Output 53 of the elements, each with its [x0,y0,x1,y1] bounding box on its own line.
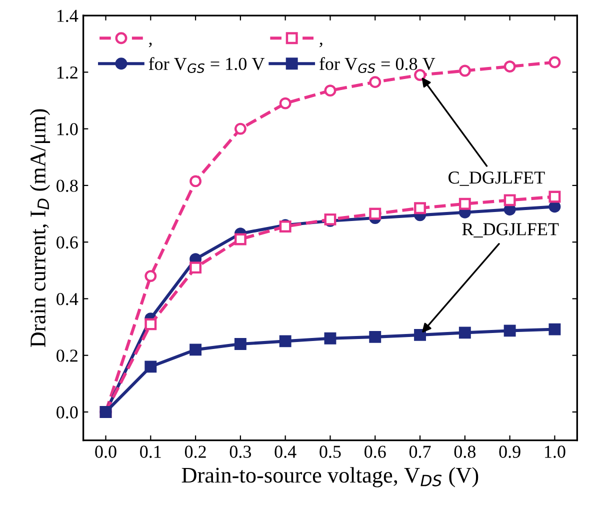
x-tick-label: 0.5 [320,446,341,458]
y-tick-label: 0.4 [56,292,78,306]
point [279,335,292,348]
y-tick-label: 0.6 [56,236,78,249]
x-tick-label: 0.7 [409,446,431,458]
point [369,76,382,88]
y-tick-label: 0.2 [56,350,78,362]
legend-label: for V$_{GS}$ = 0.8 V [319,57,436,73]
annotation: C_DGJLFET [448,172,545,186]
x-tick-label: 0.2 [184,446,206,458]
point [458,64,471,77]
x-tick-label: 0.3 [230,446,252,458]
x-tick-label: 0.4 [274,446,296,458]
x-tick-label: 0.0 [95,446,116,458]
point [324,84,336,97]
y-tick-label: 1.2 [57,66,78,79]
y-tick-label: 0.0 [56,406,78,419]
legend-label: , [320,42,322,48]
point [414,69,426,81]
y-axis-title: Drain current, I$_{D}$ (mA/μm) [30,109,50,348]
y-tick-label: 1.0 [57,123,78,136]
y-tick-label: 0.8 [56,180,78,192]
point [504,324,516,337]
point [548,323,561,336]
x-tick-label: 0.9 [499,446,520,458]
y-tick-label: 1.4 [57,10,78,22]
annotation: R_DGJLFET [462,223,559,238]
point [369,208,382,220]
point [548,190,561,203]
x-tick-label: 0.6 [364,446,386,458]
point [190,344,202,356]
point [324,332,336,344]
point [369,330,382,343]
point [190,262,202,274]
point [458,198,471,210]
x-axis-title: Drain-to-source voltage, V$_{DS}$ (V) [182,467,478,488]
point [458,326,471,339]
point [548,56,561,68]
point [279,97,292,110]
point [234,122,246,135]
point [414,202,426,214]
x-tick-label: 0.1 [140,446,161,458]
point [504,194,516,206]
point [234,233,246,246]
point [144,318,157,330]
x-tick-label: 0.8 [454,446,476,458]
x-tick-label: 1.0 [545,446,566,458]
point [414,328,426,341]
legend-label: , [148,42,152,48]
point [144,360,157,373]
point [190,175,202,188]
point [234,338,246,350]
legend-label: for V$_{GS}$ = 1.0 V [148,57,265,73]
